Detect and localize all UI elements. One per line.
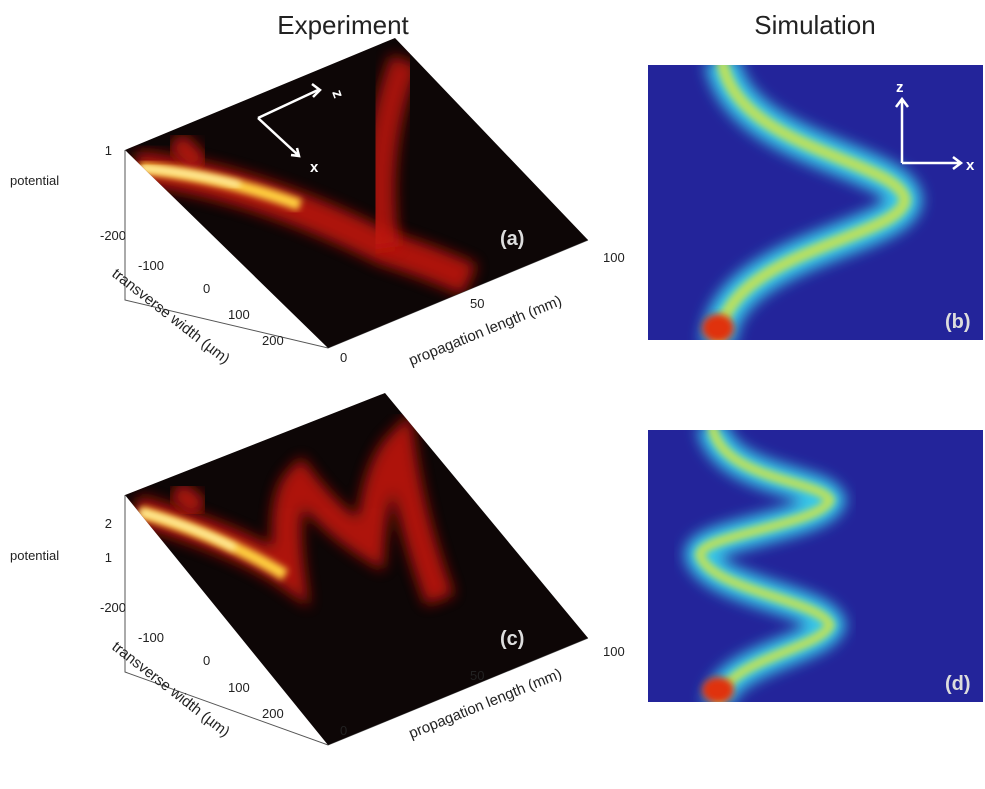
width-label: transverse width (µm) bbox=[109, 638, 233, 740]
panel-d: (d) bbox=[648, 430, 983, 702]
panel-c: (c) potential 2 1 -200 -100 0 100 200 tr… bbox=[10, 393, 625, 746]
z-label: potential bbox=[10, 173, 59, 188]
width-tick: 100 bbox=[228, 307, 250, 322]
width-tick: -100 bbox=[138, 630, 164, 645]
panel-label: (d) bbox=[945, 673, 971, 695]
panel-label: (c) bbox=[500, 628, 524, 650]
panel-label: (a) bbox=[500, 228, 524, 250]
width-tick: -100 bbox=[138, 258, 164, 273]
panel-a: z x (a) potential 1 -200 -100 0 100 200 … bbox=[10, 38, 625, 369]
column-title: Experiment bbox=[277, 10, 409, 40]
width-tick: 100 bbox=[228, 680, 250, 695]
panel-b: z x (b) bbox=[648, 65, 983, 340]
axis-name: x bbox=[966, 157, 975, 174]
surface bbox=[125, 393, 588, 745]
z-label: potential bbox=[10, 548, 59, 563]
width-tick: 0 bbox=[203, 653, 210, 668]
length-tick: 0 bbox=[340, 723, 347, 738]
z-tick: 2 bbox=[105, 516, 112, 531]
length-tick: 50 bbox=[470, 668, 484, 683]
axes-arrows bbox=[257, 83, 322, 158]
z-tick: 1 bbox=[105, 143, 112, 158]
width-tick: 200 bbox=[262, 333, 284, 348]
length-tick: 50 bbox=[470, 296, 484, 311]
panel-label: (b) bbox=[945, 311, 971, 333]
width-tick: -200 bbox=[100, 228, 126, 243]
axis-name: z bbox=[896, 79, 904, 96]
length-tick: 100 bbox=[603, 644, 625, 659]
axes-arrows bbox=[895, 96, 964, 170]
width-tick: 200 bbox=[262, 706, 284, 721]
axis-name: x bbox=[310, 159, 319, 176]
heatmap bbox=[648, 65, 983, 340]
z-tick: 1 bbox=[105, 550, 112, 565]
column-title: Simulation bbox=[754, 10, 875, 40]
length-tick: 0 bbox=[340, 350, 347, 365]
width-tick: 0 bbox=[203, 281, 210, 296]
width-label: transverse width (µm) bbox=[109, 265, 233, 367]
length-tick: 100 bbox=[603, 250, 625, 265]
width-tick: -200 bbox=[100, 600, 126, 615]
